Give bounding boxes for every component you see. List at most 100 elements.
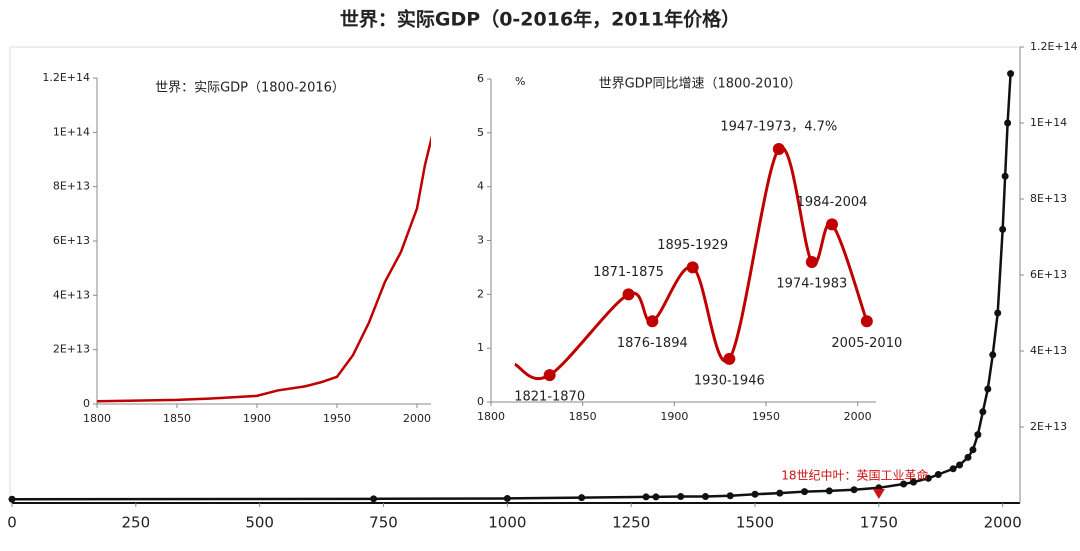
y-tick-label: 6E+13	[53, 234, 90, 247]
point-label: 1947-1973，4.7%	[720, 119, 837, 134]
chart-title: 世界：实际GDP（0-2016年，2011年价格）	[340, 8, 740, 31]
y-tick-label: 1.2E+14	[42, 71, 90, 84]
x-tick-label: 1850	[569, 410, 597, 423]
point-label: 1984-2004	[797, 195, 868, 210]
y-tick-label: 3	[477, 234, 484, 247]
data-point	[751, 490, 759, 498]
data-point	[652, 493, 660, 501]
data-point	[701, 493, 709, 501]
data-point	[642, 493, 650, 501]
y-tick-label: 1.2E+14	[1030, 40, 1078, 53]
data-point	[924, 474, 932, 482]
x-tick-label: 1850	[163, 412, 191, 425]
data-point	[999, 225, 1007, 233]
data-point	[910, 478, 918, 486]
inset-title: 世界GDP同比增速（1800-2010）	[599, 77, 802, 92]
inset-title: 世界：实际GDP（1800-2016）	[155, 81, 345, 96]
x-tick-label: 1900	[243, 412, 271, 425]
data-point	[974, 431, 982, 439]
data-point	[956, 461, 964, 469]
x-tick-label: 1950	[752, 410, 780, 423]
point-label: 1930-1946	[694, 373, 765, 388]
x-tick-label: 1950	[323, 412, 351, 425]
y-tick-label: 2	[477, 287, 484, 300]
data-point	[772, 142, 785, 155]
y-tick-label: 1E+14	[1030, 116, 1067, 129]
data-point	[850, 486, 858, 494]
data-point	[370, 495, 378, 503]
x-tick-label: 1000	[488, 514, 526, 532]
data-point	[776, 489, 784, 497]
data-point	[543, 369, 556, 382]
point-label: 1895-1929	[657, 238, 728, 253]
x-tick-label: 750	[369, 514, 398, 532]
x-tick-label: 2000	[403, 412, 431, 425]
data-point	[1001, 172, 1009, 180]
y-tick-label: 1	[477, 341, 484, 354]
data-point	[1004, 119, 1012, 127]
data-point	[934, 471, 942, 478]
y-tick-label: 4E+13	[1030, 344, 1067, 357]
x-tick-label: 1750	[860, 514, 898, 532]
point-label: 1871-1875	[593, 265, 664, 280]
data-point	[622, 288, 635, 301]
annotation: 18世纪中叶：英国工业革命	[781, 468, 928, 483]
data-point	[994, 309, 1002, 317]
inset-bg	[37, 58, 459, 414]
point-label: 1974-1983	[776, 277, 847, 292]
y-tick-label: 0	[477, 395, 484, 408]
data-line	[96, 96, 444, 403]
data-point	[860, 315, 873, 328]
data-point	[801, 488, 809, 496]
y-tick-label: 8E+13	[53, 180, 90, 193]
y-axis-label: %	[515, 75, 525, 88]
y-tick-label: 6E+13	[1030, 268, 1067, 281]
data-point	[979, 408, 987, 416]
annotation-marker	[872, 489, 885, 499]
data-point	[646, 315, 659, 328]
data-point	[964, 453, 972, 461]
data-point	[826, 218, 838, 231]
data-point	[503, 494, 511, 502]
point-label: 2005-2010	[831, 336, 902, 351]
data-point	[805, 256, 818, 269]
data-point	[989, 351, 997, 359]
y-tick-label: 6	[477, 72, 484, 85]
data-point	[578, 494, 586, 502]
x-tick-label: 1500	[736, 514, 774, 532]
data-point	[969, 446, 977, 454]
x-tick-label: 1250	[612, 514, 650, 532]
x-tick-label: 500	[245, 514, 274, 532]
data-point	[900, 480, 908, 488]
data-point	[686, 261, 699, 274]
data-point	[825, 487, 833, 495]
data-point	[949, 465, 957, 473]
y-tick-label: 1E+14	[53, 125, 90, 138]
y-tick-label: 4	[477, 180, 484, 193]
inset-bg	[431, 59, 886, 412]
x-tick-label: 1800	[83, 412, 111, 425]
data-point	[8, 495, 16, 503]
y-tick-label: 4E+13	[53, 288, 90, 301]
data-line	[11, 73, 1012, 501]
x-tick-label: 1800	[477, 410, 505, 423]
point-label: 1876-1894	[617, 336, 688, 351]
data-point	[726, 492, 734, 500]
y-tick-label: 8E+13	[1030, 192, 1067, 205]
data-point	[1007, 70, 1015, 78]
x-tick-label: 2000	[984, 514, 1022, 532]
y-tick-label: 2E+13	[1030, 420, 1067, 433]
x-tick-label: 2000	[844, 410, 872, 423]
x-tick-label: 1900	[660, 410, 688, 423]
point-label: 1821-1870	[514, 390, 585, 405]
y-tick-label: 0	[83, 397, 90, 410]
x-tick-label: 0	[7, 514, 17, 532]
data-point	[723, 352, 736, 365]
y-tick-label: 2E+13	[53, 343, 90, 356]
y-tick-label: 5	[477, 126, 484, 139]
data-point	[984, 385, 992, 393]
data-point	[677, 493, 685, 501]
x-tick-label: 250	[122, 514, 151, 532]
